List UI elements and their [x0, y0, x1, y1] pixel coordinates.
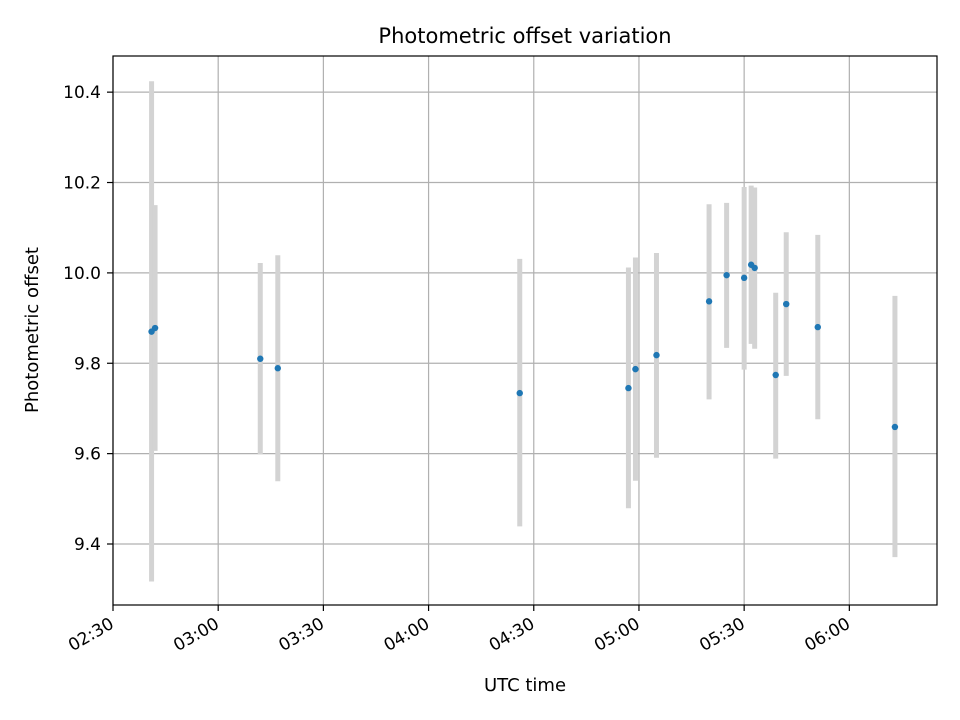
data-point: [705, 298, 713, 305]
data-points: [148, 261, 899, 431]
y-axis-label: Photometric offset: [22, 247, 43, 413]
y-tick-label: 10.4: [63, 83, 101, 103]
x-axis-label: UTC time: [484, 675, 566, 696]
data-point: [772, 371, 779, 379]
plot-frame: [112, 55, 938, 606]
y-tick-label: 9.8: [74, 354, 101, 374]
data-point: [151, 324, 159, 332]
data-point: [625, 384, 632, 392]
data-point: [740, 274, 748, 282]
data-point: [632, 365, 639, 373]
data-point: [814, 323, 821, 331]
chart-title: Photometric offset variation: [378, 24, 671, 48]
y-tick-label: 9.4: [74, 535, 101, 555]
data-point: [723, 271, 730, 279]
data-point: [891, 423, 899, 431]
data-point: [783, 300, 790, 308]
data-point: [274, 365, 281, 372]
grid-lines: [112, 56, 937, 605]
data-point: [257, 355, 264, 362]
data-point: [751, 264, 758, 272]
y-axis-ticks: 9.4 9.6 9.8 10.0 10.2 10.4: [63, 83, 113, 555]
y-tick-label: 10.2: [63, 174, 101, 194]
y-tick-label: 9.6: [74, 445, 101, 465]
y-tick-label: 10.0: [63, 264, 101, 284]
data-point: [653, 351, 660, 359]
data-point: [516, 389, 523, 397]
